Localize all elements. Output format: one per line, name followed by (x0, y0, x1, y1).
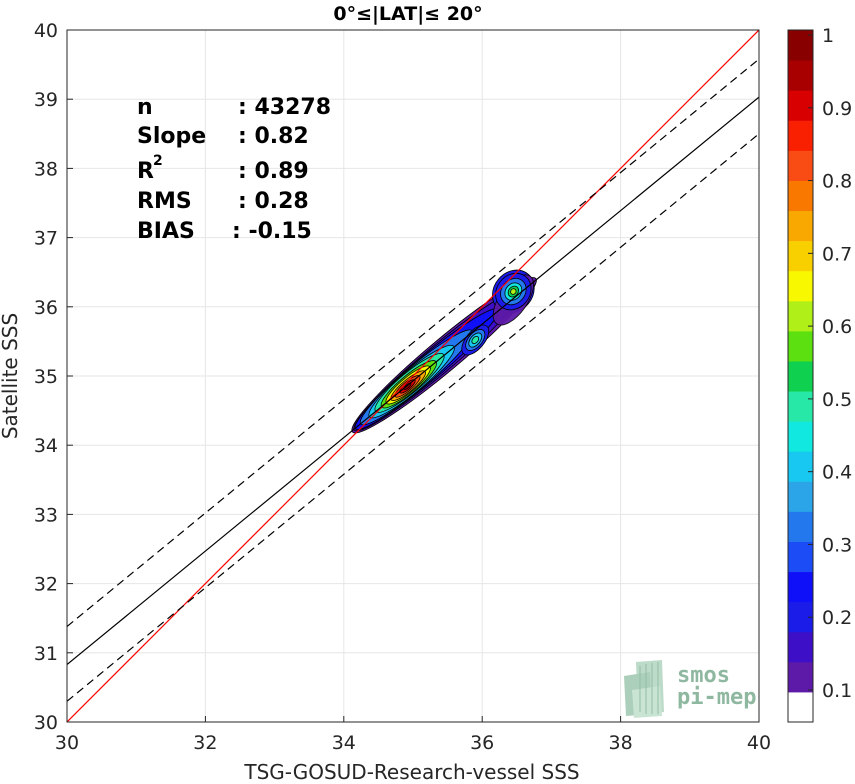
stat-r2-label: R (137, 159, 154, 184)
y-tick-label-7: 37 (34, 228, 58, 250)
reference-lines (67, 30, 759, 722)
y-tick-label-8: 38 (34, 158, 58, 180)
colorbar-segment-20 (788, 90, 813, 121)
density-level-main-11 (403, 382, 412, 390)
colorbar-segment-5 (788, 541, 813, 573)
colorbar-segment-16 (788, 210, 813, 242)
colorbar-tick-label-6: 0.7 (822, 243, 852, 265)
colorbar-tick-label-1: 0.2 (822, 607, 852, 629)
x-axis-label: TSG-GOSUD-Research-vessel SSS (243, 760, 579, 784)
x-tick-label-1: 32 (193, 732, 217, 754)
stat-rms-value: : 0.28 (238, 189, 309, 214)
colorbar-segment-11 (788, 360, 813, 392)
colorbar-tick-label-8: 0.9 (822, 98, 852, 120)
y-tick-label-10: 40 (34, 20, 58, 42)
colorbar-segment-17 (788, 180, 813, 212)
statistics-annotation: n : 43278 Slope : 0.82 R 2 : 0.89 RMS : … (137, 95, 331, 244)
logo-text-line1: smos (677, 663, 730, 688)
colorbar-segment-7 (788, 481, 813, 512)
colorbar-segment-2 (788, 631, 813, 663)
y-tick-label-2: 32 (34, 574, 58, 596)
colorbar-segment-0 (788, 691, 813, 723)
stat-n-label: n (137, 95, 153, 120)
colorbar-segment-15 (788, 240, 813, 272)
stat-bias-value: : -0.15 (232, 219, 312, 244)
smos-pimep-logo: smos pi-mep (624, 660, 756, 718)
colorbar-tick-label-9: 1 (822, 25, 834, 47)
stat-slope-label: Slope (137, 124, 206, 149)
y-tick-label-6: 36 (34, 297, 58, 319)
x-tick-label-5: 40 (747, 732, 771, 754)
colorbar (787, 29, 814, 723)
colorbar-segment-10 (788, 391, 813, 422)
y-tick-label-9: 39 (34, 89, 58, 111)
reference-line-regression (67, 96, 759, 666)
colorbar-segment-14 (788, 270, 813, 302)
x-axis-ticks: 30 32 34 36 38 40 (55, 716, 771, 754)
colorbar-segment-18 (788, 150, 813, 181)
colorbar-segment-6 (788, 511, 813, 542)
stat-slope-value: : 0.82 (238, 124, 309, 149)
density-peak-top-level-4 (510, 288, 517, 295)
y-tick-label-4: 34 (34, 435, 58, 457)
colorbar-tick-label-3: 0.4 (822, 462, 852, 484)
stat-bias-label: BIAS (137, 219, 195, 244)
logo-text-line2: pi-mep (677, 685, 756, 710)
reference-line-regression-lower (67, 133, 759, 702)
x-tick-label-0: 30 (55, 732, 79, 754)
colorbar-tick-label-0: 0.1 (822, 680, 852, 702)
chart-title: 0°≤|LAT|≤ 20° (333, 3, 482, 25)
colorbar-segment-9 (788, 421, 813, 452)
colorbar-segment-12 (788, 330, 813, 362)
grid-lines (66, 29, 760, 723)
colorbar-tick-label-7: 0.8 (822, 171, 852, 193)
colorbar-segment-1 (788, 661, 813, 693)
colorbar-tick-label-2: 0.3 (822, 534, 852, 556)
reference-line-regression-upper (67, 58, 759, 627)
y-axis-label: Satellite SSS (0, 313, 22, 439)
colorbar-tick-label-5: 0.6 (822, 316, 852, 338)
y-tick-label-3: 33 (34, 504, 58, 526)
colorbar-segment-21 (788, 60, 813, 91)
colorbar-segment-13 (788, 300, 813, 332)
y-tick-label-5: 35 (34, 366, 58, 388)
colorbar-segment-4 (788, 571, 813, 603)
y-axis-ticks: 30 31 32 33 34 35 36 37 38 39 40 (34, 20, 73, 734)
stat-r2-value: : 0.89 (238, 159, 309, 184)
colorbar-segment-19 (788, 120, 813, 151)
colorbar-segment-8 (788, 451, 813, 482)
logo-stripes-icon (624, 660, 664, 718)
colorbar-tick-label-4: 0.5 (822, 389, 852, 411)
density-peak-0-level-3 (471, 335, 480, 345)
x-tick-label-2: 34 (332, 732, 356, 754)
colorbar-ticks: 0.1 0.2 0.3 0.4 0.5 0.6 0.7 0.8 0.9 1 (808, 25, 852, 702)
stat-n-value: : 43278 (238, 95, 331, 120)
x-tick-label-3: 36 (470, 732, 494, 754)
stat-rms-label: RMS (137, 189, 192, 214)
y-tick-label-0: 30 (34, 712, 58, 734)
colorbar-frame (787, 29, 814, 723)
y-tick-label-1: 31 (34, 643, 58, 665)
x-tick-label-4: 38 (609, 732, 633, 754)
stat-r2-superscript: 2 (153, 153, 163, 169)
